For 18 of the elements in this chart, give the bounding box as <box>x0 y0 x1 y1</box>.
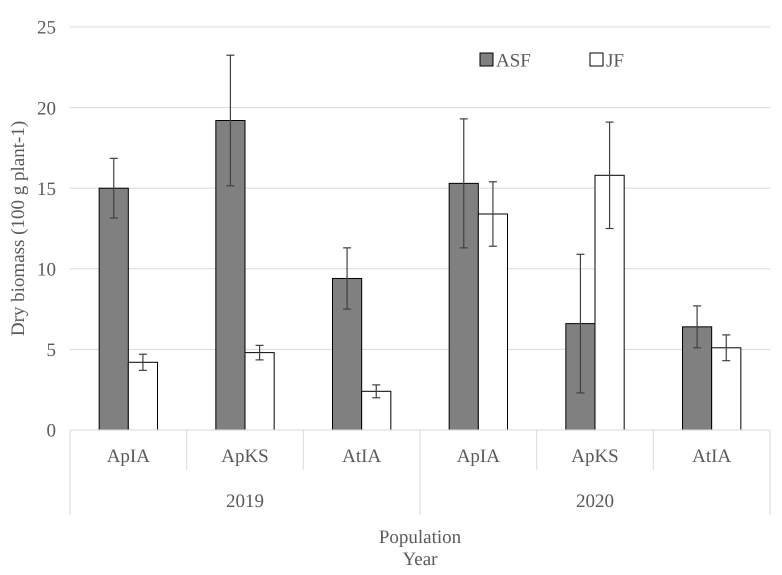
x-tick-label: ApIA <box>456 446 500 467</box>
x-tick-label: ApKS <box>571 446 619 467</box>
x-tick-label: AtIA <box>692 446 732 467</box>
text: 2020 <box>576 491 614 512</box>
legend-label: ASF <box>496 50 531 72</box>
y-tick-label: 0 <box>46 420 56 442</box>
text: 2019 <box>226 491 264 512</box>
y-tick-label: 10 <box>37 259 56 280</box>
x-tick-label: ApKS <box>221 446 269 467</box>
x-tick-label: AtIA <box>342 446 382 467</box>
x-tick-label: ApIA <box>106 446 150 467</box>
y-tick-label: 15 <box>37 178 56 200</box>
y-tick-label: 20 <box>37 98 56 120</box>
x-axis-title: Population Year <box>378 527 462 570</box>
y-tick-label: 25 <box>37 18 56 39</box>
y-axis-title: Dry biomass (100 g plant-1) <box>8 120 29 336</box>
y-tick-label: 5 <box>46 340 56 362</box>
legend-label: JF <box>606 50 624 72</box>
